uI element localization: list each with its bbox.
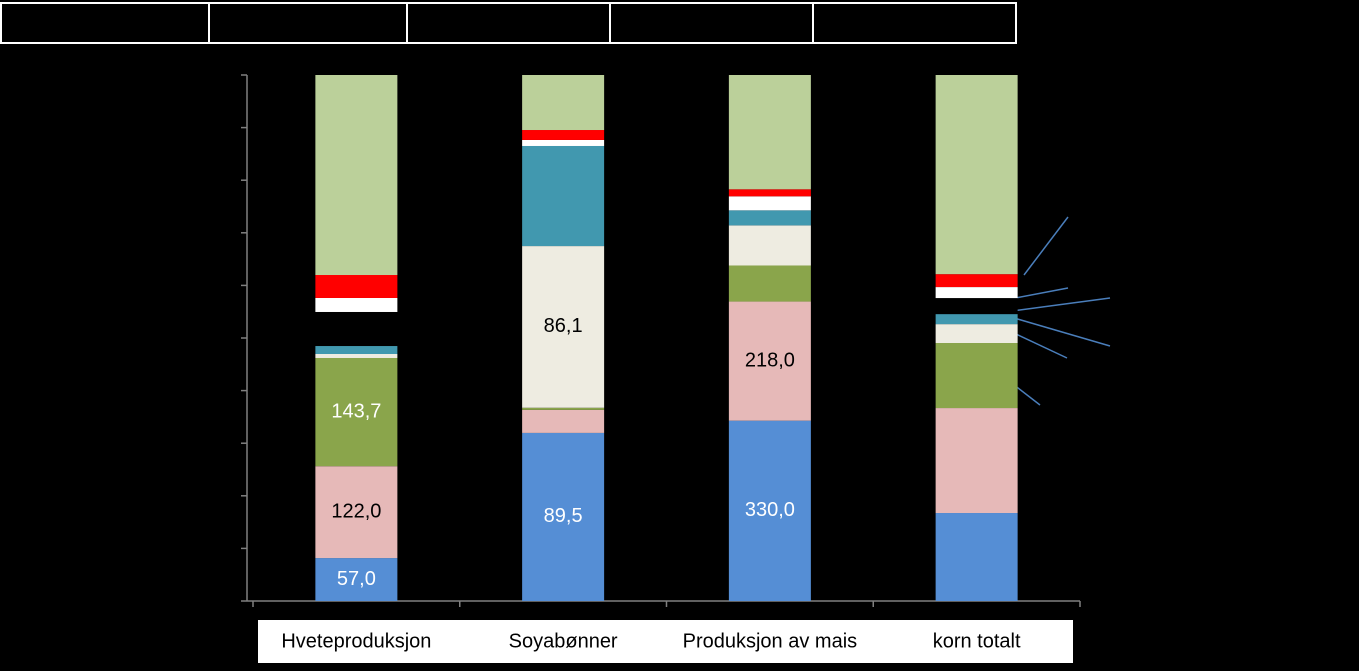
- leader-line: [1011, 297, 1111, 312]
- bar-segment: [315, 357, 398, 467]
- bar-segment: [728, 210, 811, 226]
- x-tick-label: Hveteproduksjon: [281, 630, 431, 652]
- legend-box: [0, 2, 1017, 44]
- bar-segment: [315, 466, 398, 559]
- leader-lines: [995, 216, 1111, 406]
- bar-segment: [315, 275, 398, 298]
- x-tick-label: Soyabønner: [509, 630, 618, 652]
- leader-line: [1013, 317, 1111, 347]
- bar-segment: [728, 301, 811, 421]
- bar-segment: [315, 354, 398, 358]
- bar-segment: [315, 75, 398, 276]
- bar-segment: [728, 196, 811, 211]
- bar-segment: [728, 265, 811, 302]
- bar-segment: [315, 297, 398, 312]
- legend-frame: [0, 2, 1017, 44]
- leader-line: [1015, 333, 1068, 359]
- bar-segment: [935, 75, 1018, 275]
- bar-segment: [315, 346, 398, 355]
- bar-segment: [522, 145, 605, 247]
- bar-segment: [522, 432, 605, 601]
- bar-segment: [728, 225, 811, 266]
- bar-segment: [935, 314, 1018, 325]
- data-label: 218,0: [745, 349, 795, 371]
- x-tick-label: korn totalt: [933, 630, 1021, 652]
- bar-segment: [522, 139, 605, 146]
- bar-segment: [728, 420, 811, 601]
- data-label: 143,7: [331, 400, 381, 422]
- bar-segment: [935, 343, 1018, 409]
- data-label: 89,5: [544, 505, 583, 527]
- bar-segment: [935, 408, 1018, 514]
- data-label: 122,0: [331, 500, 381, 522]
- bar-segment: [522, 130, 605, 140]
- bar-segment: [935, 298, 1018, 315]
- data-label: 330,0: [745, 499, 795, 521]
- data-label: 57,0: [337, 568, 376, 590]
- bar-segment: [522, 75, 605, 131]
- bar-segment: [522, 407, 605, 410]
- bar-segment: [935, 274, 1018, 288]
- category-label-box: [258, 620, 1073, 663]
- bar-segment: [315, 558, 398, 601]
- leader-line: [1023, 216, 1069, 276]
- x-tick-label: Produksjon av mais: [683, 630, 858, 652]
- leader-line: [1009, 287, 1069, 300]
- bar-segment: [728, 189, 811, 197]
- bar-segment: [935, 287, 1018, 299]
- bar-segment: [728, 75, 811, 190]
- data-label: 86,1: [544, 315, 583, 337]
- bar-segment: [522, 246, 605, 408]
- bar-segment: [935, 324, 1018, 344]
- bar-segment: [522, 409, 605, 433]
- bar-segment: [935, 513, 1018, 601]
- bar-segment: [315, 311, 398, 347]
